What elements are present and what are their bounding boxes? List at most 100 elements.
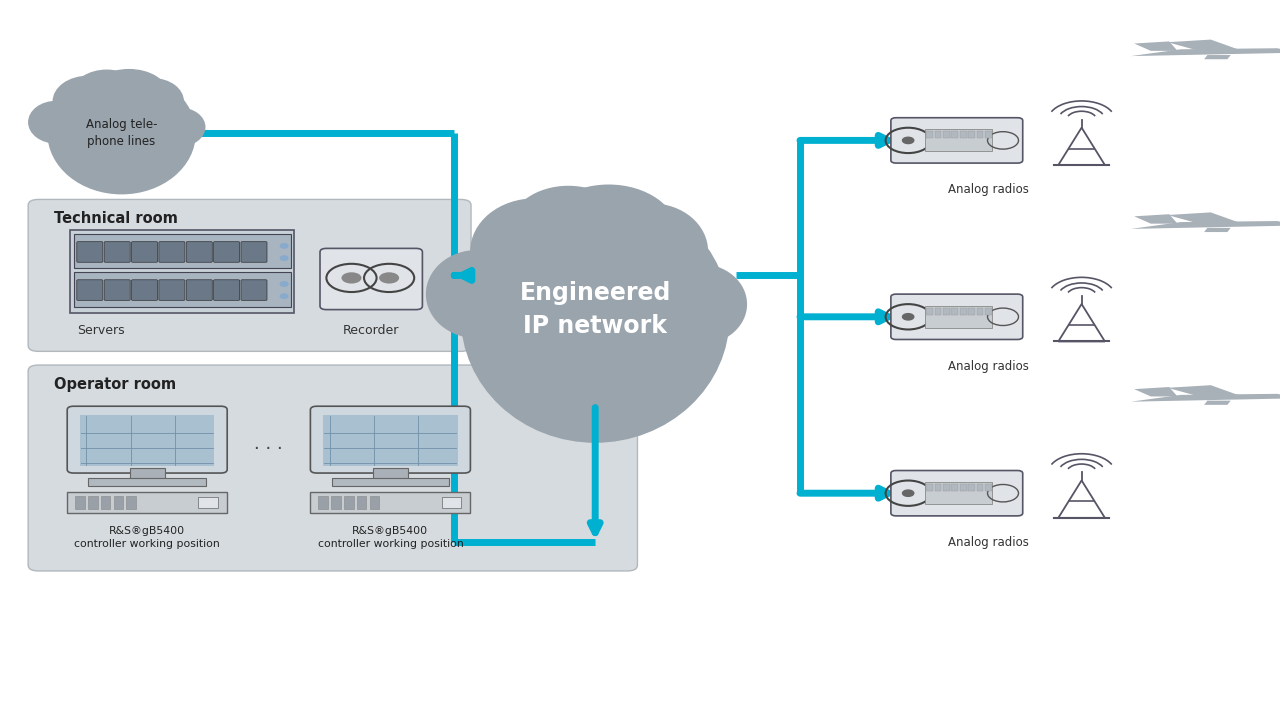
Circle shape [902,314,914,320]
Ellipse shape [470,198,599,304]
Polygon shape [1132,221,1280,229]
Ellipse shape [91,69,168,118]
FancyBboxPatch shape [984,307,992,315]
FancyBboxPatch shape [104,242,131,262]
FancyBboxPatch shape [187,280,212,300]
FancyBboxPatch shape [372,468,408,480]
Text: Servers: Servers [77,324,124,337]
FancyBboxPatch shape [925,306,992,328]
Ellipse shape [653,264,748,344]
Polygon shape [1204,228,1231,232]
FancyBboxPatch shape [951,484,959,491]
Ellipse shape [595,203,708,300]
FancyBboxPatch shape [114,496,123,509]
Text: Operator room: Operator room [54,377,175,392]
FancyBboxPatch shape [74,234,291,269]
FancyBboxPatch shape [984,131,992,138]
FancyBboxPatch shape [370,496,379,509]
FancyBboxPatch shape [943,307,950,315]
FancyBboxPatch shape [241,280,268,300]
FancyBboxPatch shape [977,131,983,138]
FancyBboxPatch shape [891,471,1023,516]
FancyBboxPatch shape [68,406,228,473]
Circle shape [379,272,399,284]
FancyBboxPatch shape [77,242,102,262]
Polygon shape [1134,387,1178,397]
FancyBboxPatch shape [127,496,136,509]
FancyBboxPatch shape [310,492,471,513]
FancyBboxPatch shape [323,415,458,466]
FancyBboxPatch shape [891,117,1023,163]
Polygon shape [1134,42,1178,51]
FancyBboxPatch shape [159,280,184,300]
Ellipse shape [28,101,84,143]
Ellipse shape [73,70,141,114]
FancyBboxPatch shape [132,280,157,300]
Ellipse shape [461,191,730,443]
Ellipse shape [52,76,124,127]
FancyBboxPatch shape [927,131,933,138]
FancyBboxPatch shape [129,468,165,480]
FancyBboxPatch shape [88,478,206,486]
Ellipse shape [154,107,206,147]
FancyBboxPatch shape [984,484,992,491]
Ellipse shape [122,78,184,125]
Ellipse shape [47,72,196,194]
FancyBboxPatch shape [977,307,983,315]
FancyBboxPatch shape [214,242,239,262]
Polygon shape [1167,385,1248,398]
FancyBboxPatch shape [960,484,966,491]
FancyBboxPatch shape [241,242,268,262]
Ellipse shape [539,184,678,285]
Polygon shape [1204,400,1231,405]
FancyBboxPatch shape [960,131,966,138]
Text: Technical room: Technical room [54,211,178,226]
FancyBboxPatch shape [927,307,933,315]
Polygon shape [1132,394,1280,402]
FancyBboxPatch shape [925,482,992,504]
Ellipse shape [508,186,628,276]
FancyBboxPatch shape [968,484,975,491]
FancyBboxPatch shape [332,496,340,509]
FancyBboxPatch shape [960,307,966,315]
FancyBboxPatch shape [77,280,102,300]
FancyBboxPatch shape [198,497,218,508]
FancyBboxPatch shape [101,496,110,509]
FancyBboxPatch shape [68,492,228,513]
Polygon shape [1167,212,1248,225]
Text: R&S®gB5400
controller working position: R&S®gB5400 controller working position [74,526,220,549]
Circle shape [280,294,288,298]
Text: Recorder: Recorder [343,324,399,337]
FancyBboxPatch shape [357,496,366,509]
FancyBboxPatch shape [951,131,959,138]
FancyBboxPatch shape [977,484,983,491]
FancyBboxPatch shape [310,406,471,473]
Polygon shape [1132,48,1280,56]
FancyBboxPatch shape [934,131,942,138]
FancyBboxPatch shape [332,478,449,486]
FancyBboxPatch shape [74,271,291,307]
FancyBboxPatch shape [132,242,157,262]
FancyBboxPatch shape [70,230,294,313]
Polygon shape [1167,40,1248,53]
Circle shape [902,138,914,143]
FancyBboxPatch shape [104,280,131,300]
FancyBboxPatch shape [442,497,461,508]
FancyBboxPatch shape [159,242,184,262]
FancyBboxPatch shape [951,307,959,315]
Circle shape [280,256,288,260]
FancyBboxPatch shape [934,484,942,491]
FancyBboxPatch shape [88,496,97,509]
Circle shape [902,490,914,496]
Text: Analog radios: Analog radios [948,536,1029,549]
FancyBboxPatch shape [968,131,975,138]
Text: Analog radios: Analog radios [948,183,1029,197]
FancyBboxPatch shape [943,131,950,138]
Text: R&S®gB5400
controller working position: R&S®gB5400 controller working position [317,526,463,549]
FancyBboxPatch shape [76,496,84,509]
FancyBboxPatch shape [934,307,942,315]
Text: Analog tele-
phone lines: Analog tele- phone lines [86,119,157,148]
FancyBboxPatch shape [187,242,212,262]
FancyBboxPatch shape [28,199,471,351]
FancyBboxPatch shape [214,280,239,300]
